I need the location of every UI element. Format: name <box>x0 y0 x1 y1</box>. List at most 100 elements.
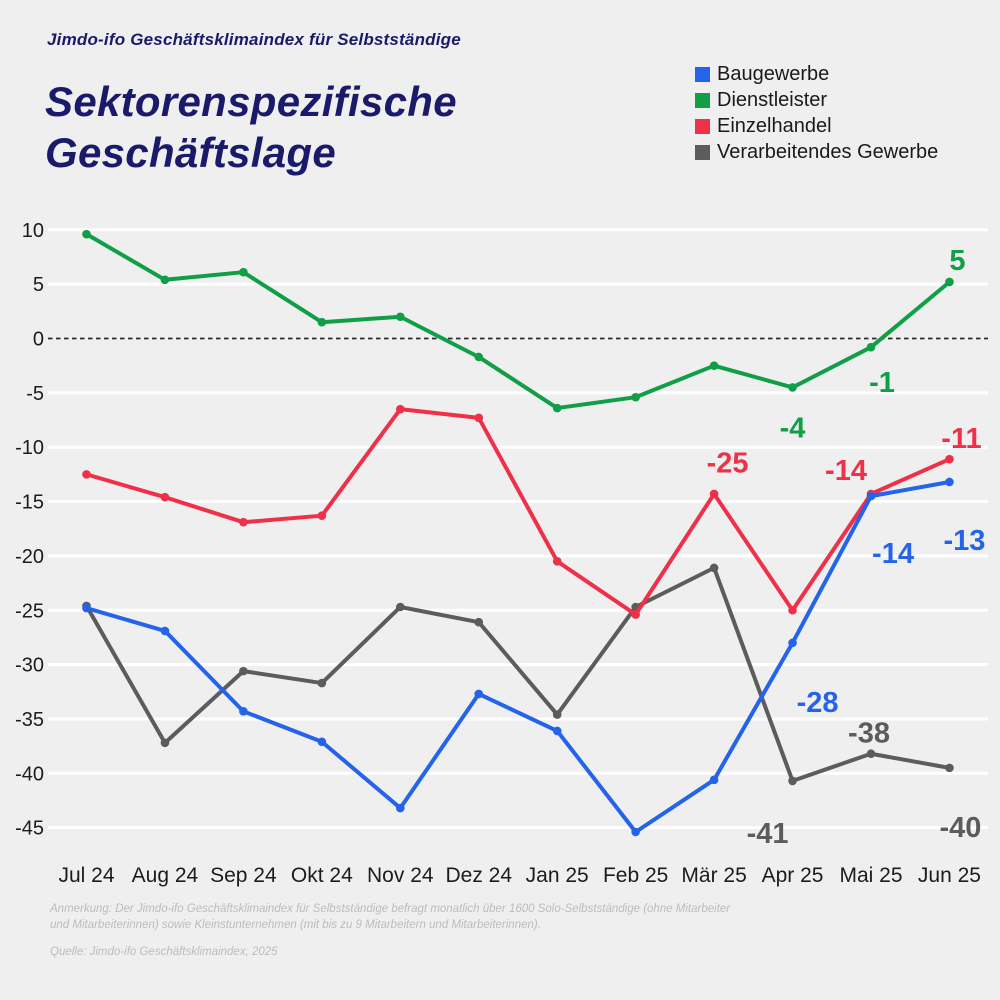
x-tick-label: Okt 24 <box>291 864 353 887</box>
x-tick-label: Jan 25 <box>526 864 589 887</box>
x-tick-label: Sep 24 <box>210 864 277 887</box>
data-point-baugewerbe <box>396 803 405 813</box>
legend-swatch-icon <box>695 145 710 160</box>
x-tick-label: Mai 25 <box>839 864 902 887</box>
data-label-baugewerbe: -13 <box>943 525 985 557</box>
data-point-einzelhandel <box>552 557 562 566</box>
data-point-einzelhandel <box>396 404 405 414</box>
legend-label: Dienstleister <box>717 89 828 111</box>
y-tick-label: -20 <box>15 546 44 568</box>
data-label-verarbeitendes-gewerbe: -40 <box>939 812 981 844</box>
chart-supertitle: Jimdo-ifo Geschäftsklimaindex für Selbst… <box>47 30 461 49</box>
data-label-dienstleister: 5 <box>949 245 965 277</box>
data-point-verarbeitendes-gewerbe <box>552 710 562 719</box>
data-point-einzelhandel <box>239 517 248 527</box>
legend-swatch-icon <box>695 119 710 134</box>
source-credit: Quelle: Jimdo-ifo Geschäftsklimaindex, 2… <box>50 946 278 958</box>
y-tick-label: -35 <box>15 709 44 731</box>
y-tick-label: -40 <box>15 763 44 785</box>
data-point-baugewerbe <box>788 638 797 648</box>
title-line-1: Sektorenspezifische <box>45 78 457 125</box>
y-tick-label: -25 <box>15 600 44 622</box>
legend-swatch-icon <box>695 93 710 108</box>
y-tick-label: -5 <box>26 383 44 405</box>
data-point-dienstleister <box>239 267 248 277</box>
series-line-verarbeitendes-gewerbe <box>84 565 952 783</box>
data-label-verarbeitendes-gewerbe: -38 <box>848 718 890 750</box>
data-point-verarbeitendes-gewerbe <box>239 666 248 676</box>
data-point-verarbeitendes-gewerbe <box>160 738 170 748</box>
data-point-dienstleister <box>82 229 91 239</box>
data-point-baugewerbe <box>239 707 248 716</box>
x-tick-label: Nov 24 <box>367 864 434 887</box>
data-point-dienstleister <box>317 317 327 327</box>
data-point-einzelhandel <box>160 492 170 502</box>
y-tick-label: -15 <box>15 492 44 514</box>
chart-title: Sektorenspezifische Geschäftslage <box>45 76 457 178</box>
data-point-einzelhandel <box>788 605 797 615</box>
data-point-dienstleister <box>552 403 562 413</box>
title-line-2: Geschäftslage <box>45 129 337 176</box>
data-point-verarbeitendes-gewerbe <box>709 563 719 573</box>
data-point-einzelhandel <box>317 511 327 520</box>
data-point-dienstleister <box>945 277 954 287</box>
legend-swatch-icon <box>695 67 710 82</box>
data-point-einzelhandel <box>709 489 719 499</box>
data-point-verarbeitendes-gewerbe <box>474 617 484 627</box>
y-tick-label: 10 <box>22 220 44 242</box>
data-point-baugewerbe <box>866 491 876 501</box>
x-tick-label: Jul 24 <box>58 864 114 887</box>
data-point-baugewerbe <box>474 689 484 699</box>
data-point-dienstleister <box>396 312 405 322</box>
footnote: Anmerkung: Der Jimdo-ifo Geschäftsklimai… <box>50 903 731 931</box>
x-tick-label: Aug 24 <box>132 864 199 887</box>
x-tick-label: Apr 25 <box>762 864 824 887</box>
legend: Baugewerbe Dienstleister Einzelhandel Verar… <box>695 63 938 168</box>
x-tick-label: Mär 25 <box>681 864 746 887</box>
data-point-baugewerbe <box>160 626 170 636</box>
series-line-einzelhandel <box>84 407 952 617</box>
data-point-verarbeitendes-gewerbe <box>866 749 876 759</box>
data-label-einzelhandel: -11 <box>941 423 981 455</box>
x-tick-label: Feb 25 <box>603 864 668 887</box>
data-point-dienstleister <box>474 352 484 362</box>
data-label-dienstleister: -1 <box>869 367 895 399</box>
y-tick-label: 0 <box>33 329 44 351</box>
data-point-dienstleister <box>788 383 797 392</box>
y-tick-label: -45 <box>15 818 44 840</box>
data-label-dienstleister: -4 <box>780 412 806 444</box>
data-point-baugewerbe <box>82 603 91 613</box>
data-point-einzelhandel <box>474 413 484 423</box>
series-line-dienstleister <box>84 232 952 411</box>
x-tick-label: Jun 25 <box>918 864 981 887</box>
data-point-baugewerbe <box>552 726 562 736</box>
legend-item-dienstleister: Dienstleister <box>695 89 938 111</box>
legend-label: Baugewerbe <box>717 63 830 85</box>
data-point-dienstleister <box>160 275 170 285</box>
series-line-baugewerbe <box>84 479 952 834</box>
data-point-dienstleister <box>709 361 719 370</box>
data-point-verarbeitendes-gewerbe <box>945 763 954 773</box>
legend-item-einzelhandel: Einzelhandel <box>695 115 938 137</box>
data-point-baugewerbe <box>317 737 327 747</box>
data-label-einzelhandel: -14 <box>825 455 867 487</box>
y-tick-label: -10 <box>15 437 44 459</box>
legend-item-baugewerbe: Baugewerbe <box>695 63 938 85</box>
data-point-dienstleister <box>866 342 876 352</box>
data-point-baugewerbe <box>945 477 954 487</box>
data-point-dienstleister <box>631 392 640 402</box>
legend-label: Einzelhandel <box>717 115 832 137</box>
data-point-verarbeitendes-gewerbe <box>788 776 797 786</box>
data-point-baugewerbe <box>709 775 719 785</box>
data-point-verarbeitendes-gewerbe <box>317 678 327 688</box>
data-point-einzelhandel <box>82 470 91 479</box>
data-label-einzelhandel: -25 <box>707 447 749 479</box>
x-tick-label: Dez 24 <box>445 864 512 887</box>
data-label-baugewerbe: -28 <box>797 687 839 719</box>
data-label-baugewerbe: -14 <box>872 538 914 570</box>
data-point-baugewerbe <box>631 827 640 837</box>
data-point-einzelhandel <box>945 454 954 464</box>
y-tick-label: -30 <box>15 655 44 677</box>
